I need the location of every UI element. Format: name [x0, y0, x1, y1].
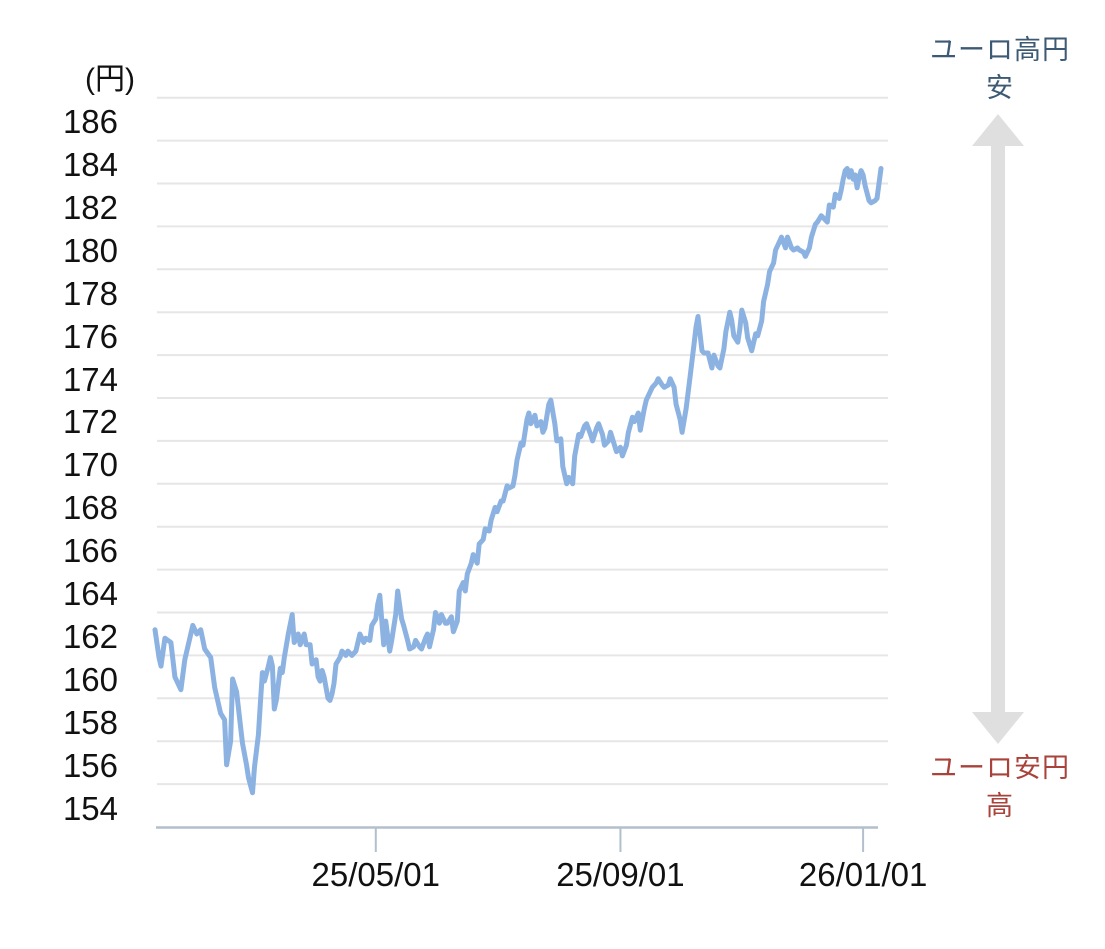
y-axis-tick-label: 168 — [62, 489, 118, 527]
y-axis-tick-label: 178 — [62, 274, 118, 312]
y-axis-tick-label: 184 — [62, 146, 118, 184]
price-line — [152, 166, 884, 796]
y-axis-tick-label: 164 — [62, 575, 118, 613]
y-axis-tick-label: 174 — [62, 360, 118, 398]
y-axis-tick-label: 176 — [62, 317, 118, 355]
y-axis-unit-label: (円) — [85, 63, 135, 96]
y-axis-tick-label: 162 — [62, 617, 118, 655]
y-axis-tick-label: 154 — [62, 789, 118, 827]
updown-arrow-shaft — [991, 144, 1005, 712]
x-axis-tick-label: 26/01/01 — [798, 856, 928, 893]
legend-euro-high-yen-weak: ユーロ高円安 — [930, 35, 1070, 103]
y-axis-tick-label: 170 — [62, 446, 118, 484]
x-axis-tick-label: 25/09/01 — [556, 856, 685, 893]
y-axis-tick-label: 182 — [62, 188, 118, 226]
y-axis-tick-label: 186 — [62, 103, 118, 141]
y-axis-tick-label: 172 — [62, 403, 118, 441]
y-axis-tick-label: 180 — [62, 231, 118, 269]
down-arrow-head-icon — [972, 712, 1024, 744]
y-axis-tick-label: 166 — [62, 532, 118, 570]
legend-euro-low-yen-strong: ユーロ安円高 — [930, 753, 1070, 821]
y-axis-tick-label: 158 — [62, 703, 118, 741]
y-axis-tick-label: 160 — [62, 660, 118, 698]
y-axis-tick-label: 156 — [62, 746, 118, 784]
up-arrow-head-icon — [972, 114, 1024, 146]
x-axis-tick-label: 25/05/01 — [311, 856, 441, 893]
